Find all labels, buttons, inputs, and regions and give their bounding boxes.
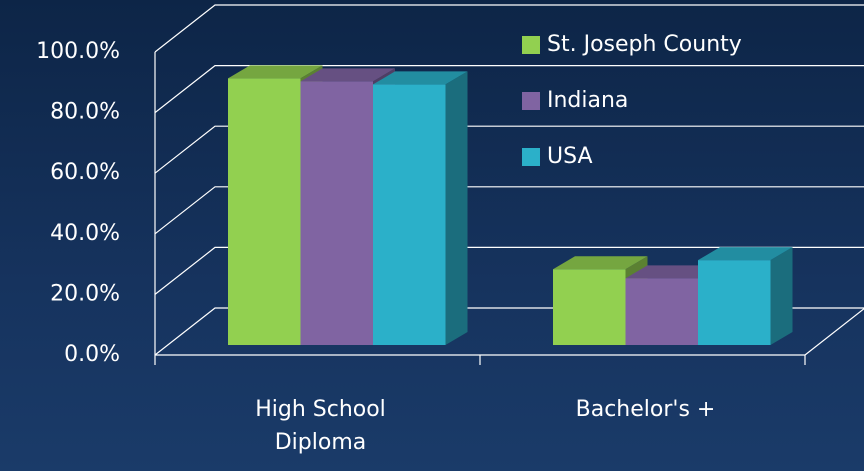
legend-label: USA	[547, 144, 593, 169]
bar	[625, 278, 698, 345]
bar	[553, 269, 626, 345]
y-tick-label: 20.0%	[50, 281, 120, 306]
legend-swatch	[522, 36, 540, 54]
bar-top	[625, 265, 720, 279]
bar	[228, 78, 301, 346]
bar	[373, 84, 446, 346]
bar-top	[300, 68, 395, 82]
x-tick-label: Bachelor's +	[575, 397, 716, 422]
legend-label: St. Joseph County	[547, 32, 742, 57]
y-tick-label: 60.0%	[50, 160, 120, 185]
bar	[698, 260, 771, 345]
x-tick-label: High School Diploma	[255, 397, 386, 455]
legend-swatch	[522, 148, 540, 166]
bar-top	[553, 256, 648, 270]
legend-label: Indiana	[547, 88, 628, 113]
bar-top	[228, 65, 323, 79]
y-tick-label: 80.0%	[50, 100, 120, 125]
grid-line	[154, 186, 864, 235]
y-tick-label: 0.0%	[64, 342, 120, 367]
bar-top	[373, 71, 468, 85]
y-tick-label: 100.0%	[36, 39, 120, 64]
bar-side	[770, 247, 793, 345]
grid-line	[154, 4, 864, 53]
legend-swatch	[522, 92, 540, 110]
bar	[300, 81, 373, 345]
grid-line	[154, 65, 864, 114]
y-tick-label: 40.0%	[50, 221, 120, 246]
grid-line	[154, 125, 864, 174]
bar-top	[698, 247, 793, 261]
bar-side	[445, 71, 468, 346]
grid-line	[154, 246, 864, 295]
